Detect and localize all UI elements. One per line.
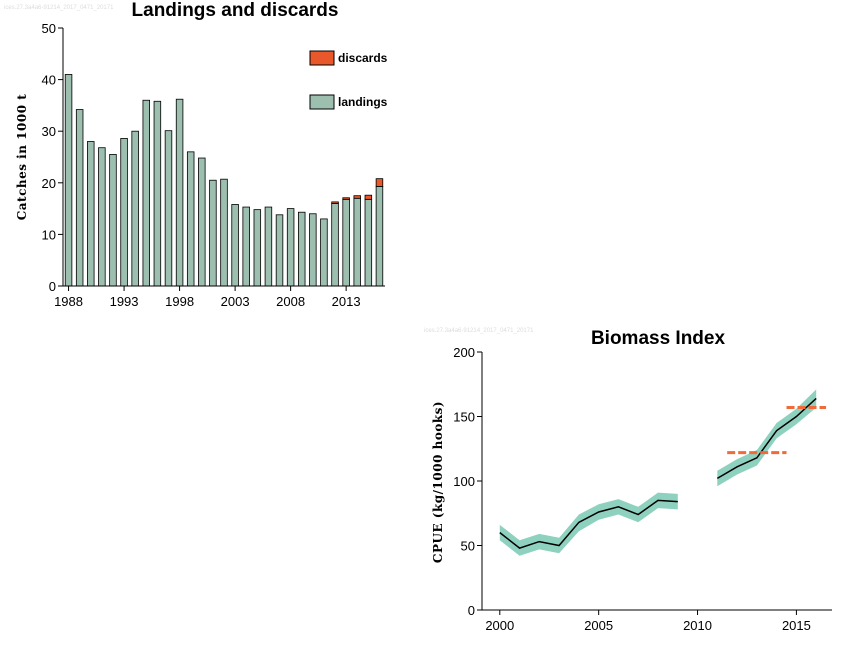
y-tick-label: 200 xyxy=(453,345,475,360)
y-tick-label: 50 xyxy=(461,539,475,554)
x-tick-label: 2000 xyxy=(485,618,514,633)
legend-swatch-discards xyxy=(309,50,335,66)
bar-landings-2000 xyxy=(198,157,206,287)
x-tick-label: 2010 xyxy=(683,618,712,633)
confidence-band-1 xyxy=(499,492,678,556)
bar-discards-2016 xyxy=(375,178,384,187)
x-tick-label: 2003 xyxy=(221,294,250,309)
bar-landings-1996 xyxy=(153,100,162,287)
confidence-band-2 xyxy=(717,389,817,487)
x-tick-label: 1993 xyxy=(110,294,139,309)
bar-landings-1992 xyxy=(109,154,117,287)
bar-landings-2003 xyxy=(231,204,239,287)
chart-title: Landings and discards xyxy=(132,0,339,21)
series-line-2 xyxy=(716,397,817,480)
y-tick-label: 30 xyxy=(42,124,56,139)
bar-landings-1991 xyxy=(98,147,106,287)
bar-landings-2004 xyxy=(242,206,250,287)
watermark: ices.27.3a4a6-91214_2017_0471_20171 xyxy=(4,5,114,11)
x-tick-label: 2013 xyxy=(332,294,361,309)
y-tick-label: 0 xyxy=(468,603,475,618)
bar-discards-2013 xyxy=(342,197,350,200)
y-axis-title: CPUE (kg/1000 hooks) xyxy=(431,401,445,563)
bar-landings-2010 xyxy=(309,213,317,287)
legend: discards landings xyxy=(309,50,388,110)
bar-landings-2006 xyxy=(264,206,273,287)
bar-landings-1998 xyxy=(175,98,184,287)
bar-landings-2001 xyxy=(209,179,217,287)
bar-landings-1994 xyxy=(131,130,139,287)
chart-title: Biomass Index xyxy=(591,328,726,349)
watermark: ices.27.3a4a6-91214_2017_0471_20171 xyxy=(424,328,534,334)
bar-landings-1989 xyxy=(75,109,84,287)
legend-label-landings: landings xyxy=(338,95,388,109)
bar-landings-1993 xyxy=(120,138,128,287)
bar-discards-2015 xyxy=(364,194,373,200)
legend-swatch-landings xyxy=(309,94,335,110)
x-tick-label: 2008 xyxy=(276,294,305,309)
bar-landings-1997 xyxy=(164,130,173,287)
bar-landings-2014 xyxy=(353,197,361,287)
bar-landings-2002 xyxy=(220,178,228,287)
landings-discards-chart: ices.27.3a4a6-91214_2017_0471_20171 Land… xyxy=(4,0,388,309)
bar-discards-2014 xyxy=(353,195,361,199)
bar-landings-1995 xyxy=(142,99,151,287)
bar-landings-2016 xyxy=(375,186,384,287)
bar-discards-2012 xyxy=(331,201,339,204)
legend-label-discards: discards xyxy=(338,51,388,65)
bar-landings-2007 xyxy=(275,214,284,287)
bar-landings-1999 xyxy=(186,151,195,287)
y-tick-label: 150 xyxy=(453,410,475,425)
y-tick-label: 20 xyxy=(42,176,56,191)
x-tick-label: 1988 xyxy=(54,294,83,309)
y-tick-label: 40 xyxy=(42,73,56,88)
bar-landings-1990 xyxy=(87,141,95,287)
bar-landings-2009 xyxy=(297,211,306,287)
y-tick-label: 10 xyxy=(42,227,56,242)
bar-landings-2013 xyxy=(342,198,350,287)
bar-landings-2012 xyxy=(331,203,339,287)
x-tick-label: 2015 xyxy=(782,618,811,633)
bar-landings-2011 xyxy=(320,218,328,287)
x-tick-label: 2005 xyxy=(584,618,613,633)
bar-landings-2015 xyxy=(364,198,373,287)
bar-landings-2008 xyxy=(286,208,295,287)
bar-landings-2005 xyxy=(253,209,262,287)
bar-landings-1988 xyxy=(64,74,73,287)
y-tick-label: 100 xyxy=(453,474,475,489)
x-tick-label: 1998 xyxy=(165,294,194,309)
series-line-1 xyxy=(499,499,678,549)
biomass-index-chart: ices.27.3a4a6-91214_2017_0471_20171 Biom… xyxy=(424,328,832,633)
y-tick-label: 50 xyxy=(42,21,56,36)
y-axis-title: Catches in 1000 t xyxy=(15,94,29,221)
y-tick-label: 0 xyxy=(49,279,56,294)
